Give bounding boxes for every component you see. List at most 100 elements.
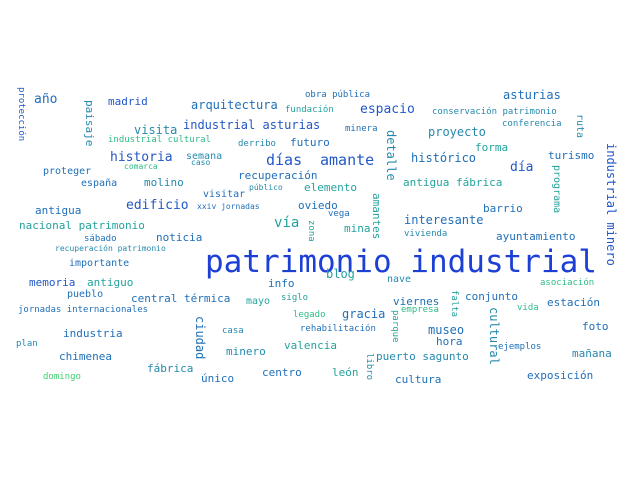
word: centro [262, 366, 302, 379]
word: libro [364, 353, 374, 381]
word: madrid [108, 95, 148, 108]
word: estación [547, 296, 600, 309]
word: rehabilitación [300, 324, 376, 334]
word: legado [293, 310, 326, 320]
word: parque [390, 310, 400, 343]
word: exposición [527, 369, 594, 382]
word: nacional patrimonio [19, 219, 145, 232]
word: conferencia [502, 119, 562, 129]
word: nave [387, 274, 412, 285]
word: domingo [43, 372, 81, 382]
word: antigua fábrica [403, 176, 503, 189]
word: paisaje [83, 100, 96, 147]
word: blog [326, 267, 355, 281]
word: derribo [238, 139, 276, 149]
word: antigua [35, 204, 82, 217]
word: público [249, 183, 283, 192]
word: ejemplos [498, 342, 542, 352]
word: españa [81, 178, 118, 189]
word: día [510, 160, 534, 175]
word: falta [449, 290, 459, 318]
word: edificio [126, 198, 189, 213]
word: visita [134, 123, 178, 137]
word: foto [582, 320, 609, 333]
word: turismo [548, 149, 595, 162]
word: plan [16, 339, 38, 349]
word: mañana [572, 347, 612, 360]
word: amante [320, 151, 375, 169]
word: casa [222, 326, 244, 336]
word: noticia [156, 231, 203, 244]
word: minera [345, 124, 378, 134]
word: oviedo [298, 199, 338, 212]
word: detalle [384, 130, 398, 181]
word: industrial cultural [108, 135, 211, 145]
word: zona [306, 220, 316, 242]
word: programa [551, 165, 562, 214]
word: minero [226, 345, 266, 358]
word: memoria [29, 276, 76, 289]
word: historia [110, 150, 173, 165]
word: conjunto [465, 290, 518, 303]
word: barrio [483, 202, 523, 215]
word: museo [428, 323, 465, 337]
word: molino [144, 176, 184, 189]
word: central térmica [131, 292, 231, 305]
word: gracia [342, 307, 386, 321]
word: recuperación [238, 169, 318, 182]
word-main: patrimonio industrial [205, 244, 597, 280]
word: días [266, 151, 303, 169]
word: interesante [404, 213, 484, 227]
word: amantes [370, 193, 383, 240]
word: visitar [203, 189, 246, 200]
word: mayo [246, 296, 271, 307]
word: fábrica [147, 362, 194, 375]
word: vida [517, 303, 539, 313]
word: ciudad [193, 316, 207, 360]
word: empresa [401, 305, 439, 315]
word: semana [186, 151, 223, 162]
word: fundación [285, 105, 334, 115]
word: elemento [304, 181, 357, 194]
word: histórico [411, 151, 477, 165]
word: comarca [124, 162, 158, 171]
word: forma [475, 141, 509, 154]
word: pueblo [67, 289, 104, 300]
word: valencia [284, 339, 337, 352]
word: vía [274, 215, 300, 231]
word: asociación [540, 278, 595, 288]
word: vega [328, 209, 350, 219]
word: año [34, 92, 58, 107]
word: protección [16, 87, 26, 142]
word: xxiv jornadas [197, 202, 260, 211]
word: cultural [487, 307, 501, 365]
word: antiguo [87, 276, 134, 289]
word: proyecto [428, 125, 486, 139]
word: caso [191, 158, 211, 167]
word: importante [69, 258, 130, 269]
word: info [268, 277, 295, 290]
word: asturias [503, 88, 561, 102]
word: ruta [574, 114, 585, 139]
word: único [201, 372, 235, 385]
word: industrial asturias [183, 118, 321, 132]
word: proteger [43, 166, 92, 177]
word: puerto sagunto [376, 350, 469, 363]
word: futuro [290, 136, 330, 149]
word: obra pública [305, 90, 371, 100]
word: recuperación patrimonio [55, 244, 166, 253]
word: industrial minero [604, 143, 618, 266]
word: chimenea [59, 350, 112, 363]
word: cultura [395, 373, 442, 386]
word: viernes [393, 295, 440, 308]
word: mina [344, 222, 371, 235]
word: león [332, 366, 359, 379]
word: hora [436, 335, 463, 348]
word: ayuntamiento [496, 230, 576, 243]
word: siglo [281, 293, 309, 303]
word: conservación patrimonio [432, 107, 557, 117]
word: industria [63, 327, 123, 340]
word: arquitectura [191, 98, 278, 112]
word: jornadas internacionales [18, 305, 149, 315]
